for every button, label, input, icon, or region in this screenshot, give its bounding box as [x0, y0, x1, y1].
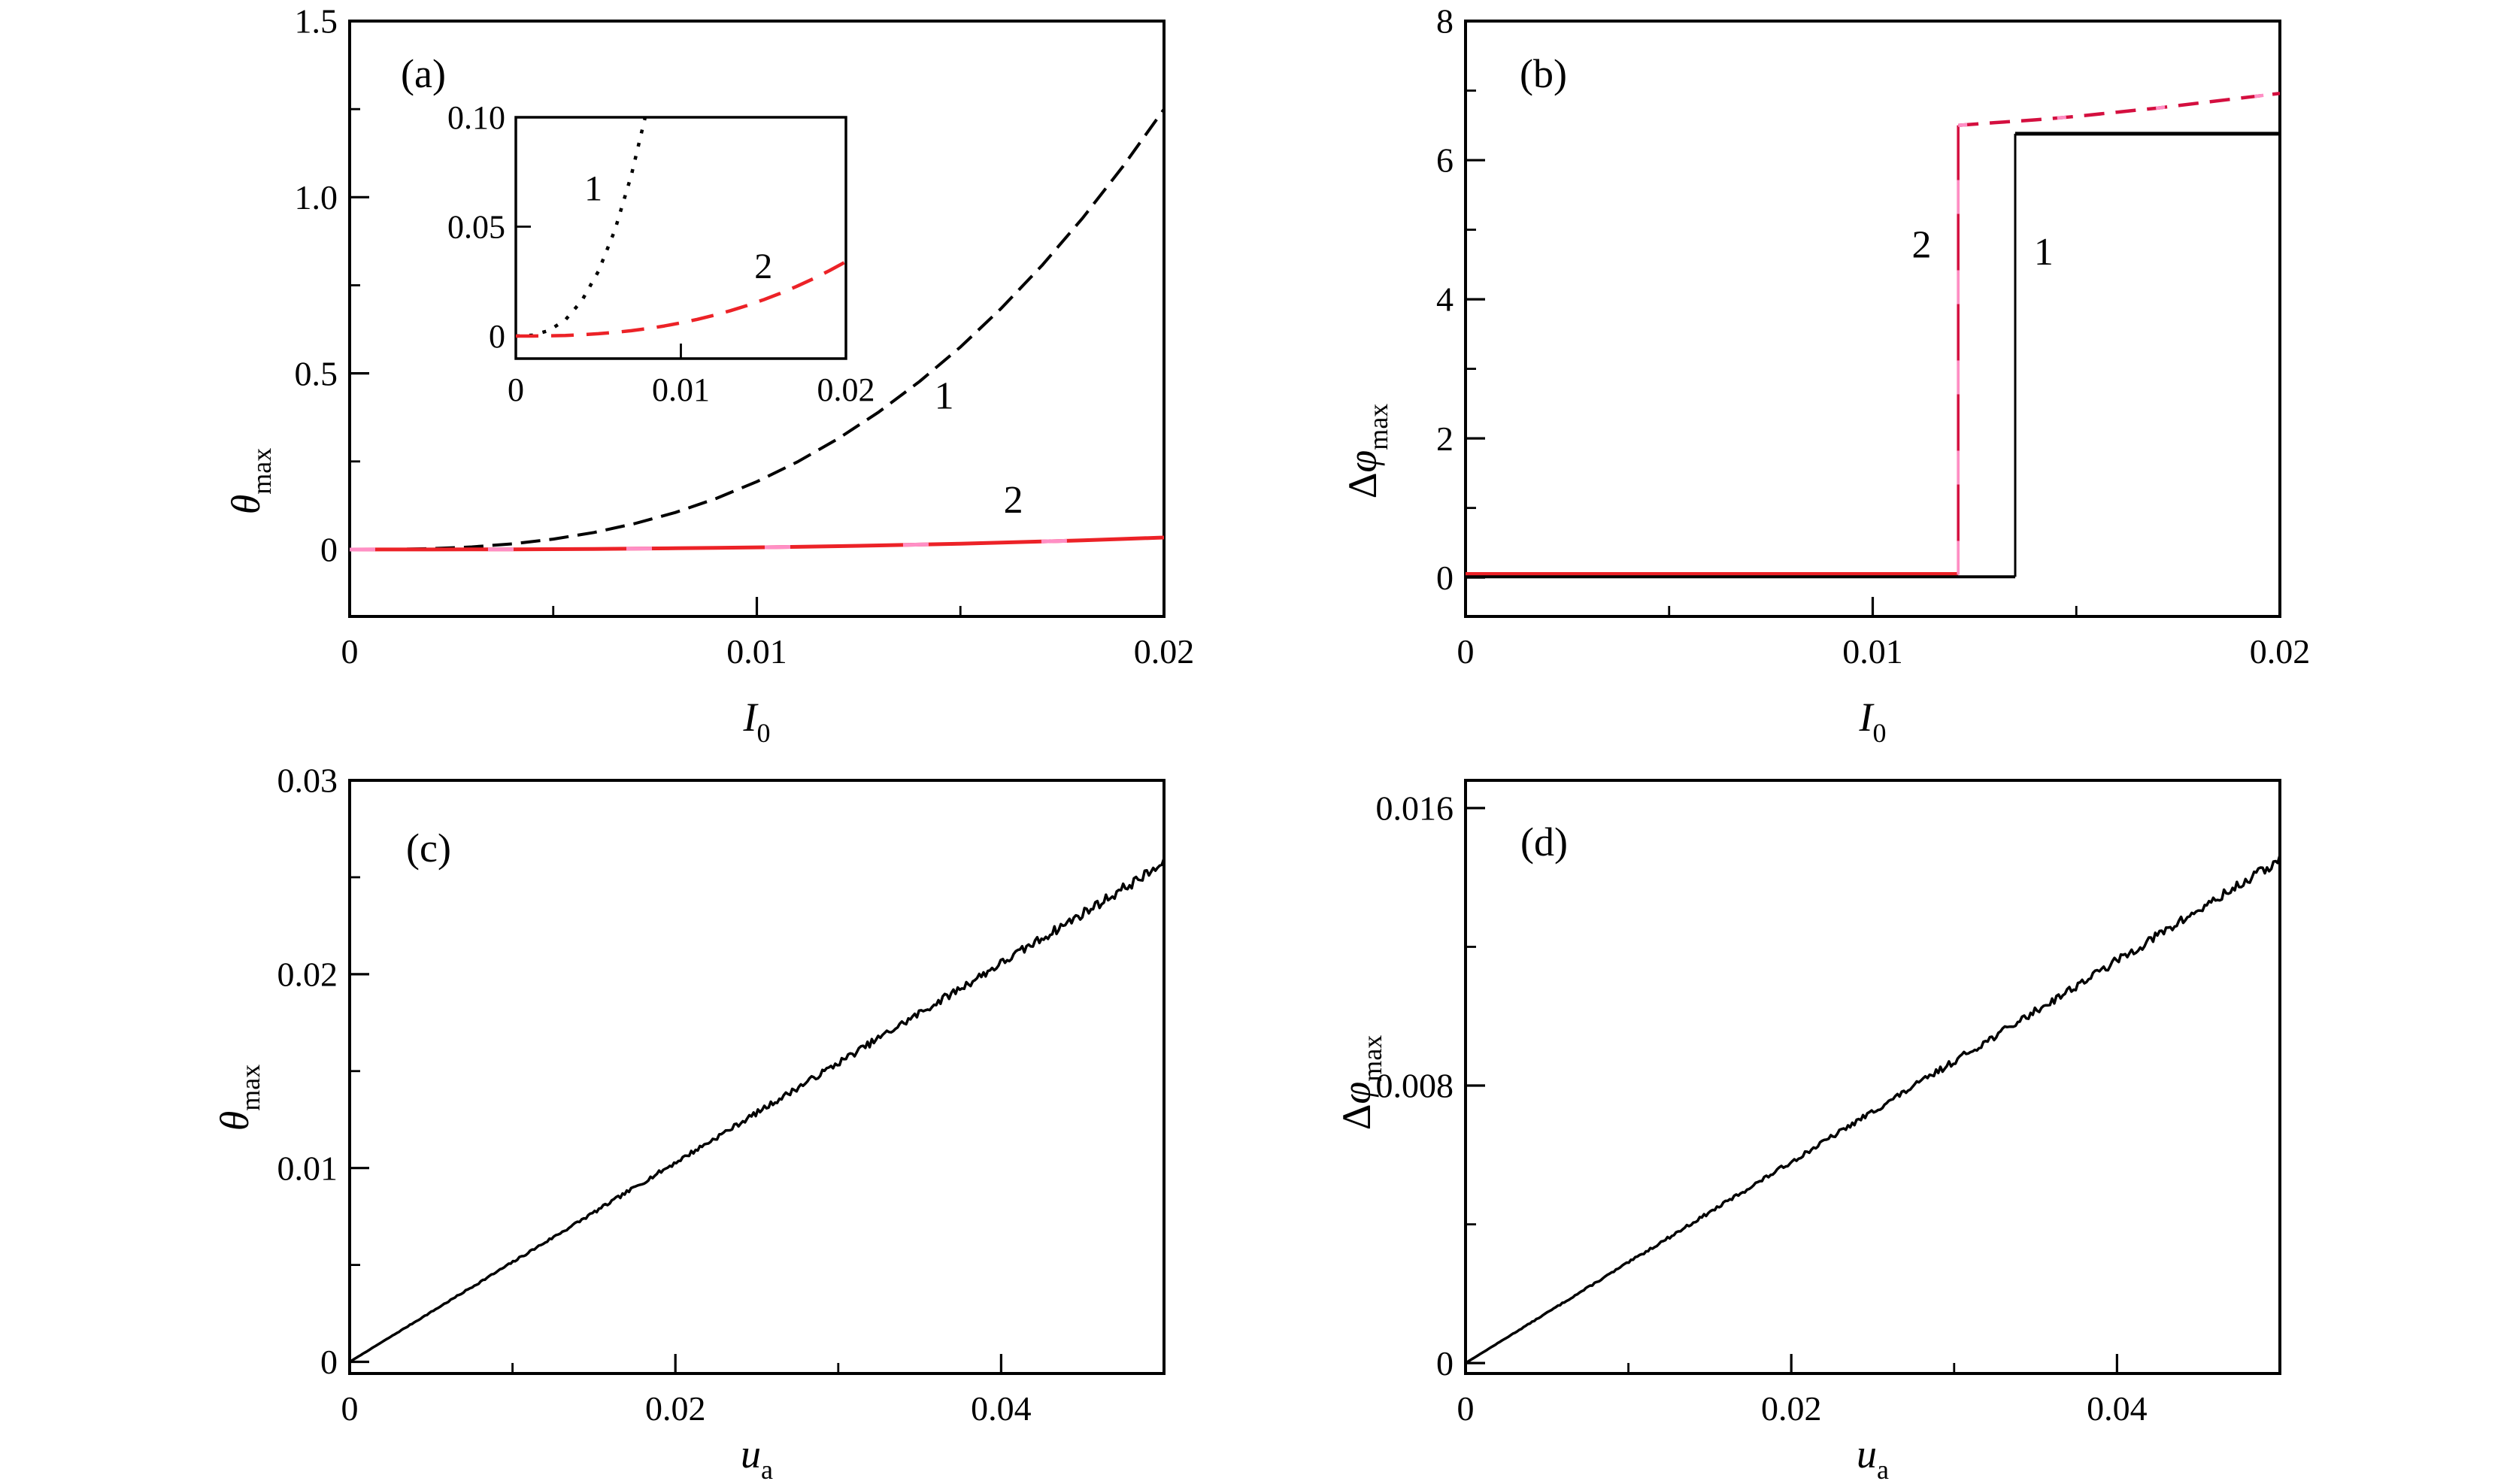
panel-c-frame [348, 779, 1166, 1375]
panel-a-x-axis-label: I0 [743, 695, 771, 748]
panel-a-y-tick-label: 0.5 [295, 354, 338, 392]
panel-a-x-tick-label: 0.01 [726, 632, 787, 671]
panel-a-inset: 0 0.01 0.02 0 0.05 0.10 1 2 [447, 99, 875, 408]
panel-c-y-tick-label: 0.01 [277, 1149, 338, 1187]
panel-b-x-tick-label: 0.02 [2250, 632, 2311, 671]
panel-d-x-tick-label: 0.02 [1761, 1389, 1822, 1428]
panel-a-tag: (a) [401, 51, 446, 96]
panel-b-y-tick-label: 4 [1436, 280, 1454, 319]
panel-d-x-tick-label: 0.04 [2087, 1389, 2148, 1428]
panel-d-x-tick-label: 0 [1457, 1389, 1475, 1428]
panel-d-frame [1464, 779, 2281, 1375]
panel-b-y-axis-label: Δφmax [1340, 404, 1393, 499]
panel-a-inset-curve-2-theta [516, 260, 846, 338]
panel-a-y-tick-label: 1.5 [295, 2, 338, 41]
panel-c-tag: (c) [406, 825, 451, 871]
panel-a-curve-1-theta [350, 108, 1164, 551]
panel-a-curve-label-2: 2 [1004, 479, 1023, 522]
panel-d-y-tick-label: 0.008 [1376, 1067, 1454, 1105]
panel-c-y-axis-label: θmax [212, 1065, 265, 1131]
panel-c-x-tick-label: 0 [341, 1389, 359, 1428]
panel-a-inset-curve-label-1: 1 [584, 169, 602, 209]
panel-d-y-tick-label: 0 [1436, 1344, 1454, 1383]
panel-a-inset-curve-label-2: 2 [754, 247, 772, 286]
panel-b-y-tick-label: 6 [1436, 141, 1454, 180]
panel-d-response-line [1466, 854, 2280, 1364]
panel-c-response-line [350, 858, 1164, 1364]
panel-c-y-tick-label: 0.02 [277, 955, 338, 993]
panel-a-y-axis-label: θmax [223, 448, 277, 515]
panel-a-curve-2-theta [350, 535, 1164, 552]
panel-b-y-tick-label: 2 [1436, 419, 1454, 458]
panel-a-inset-frame [514, 116, 847, 360]
panel-d-tag: (d) [1520, 819, 1568, 865]
panel-a-inset-y-tick-label: 0.05 [447, 208, 505, 245]
panel-a-y-tick-label: 1.0 [295, 178, 338, 217]
panel-d: 0 0.02 0.04 0 0.008 0.016 (d) ua Δφmax [1334, 779, 2281, 1484]
panel-a-inset-x-tick-label: 0 [508, 371, 524, 408]
panel-a-x-tick-label: 0 [341, 632, 359, 671]
panel-b-x-tick-label: 0.01 [1842, 632, 1903, 671]
panel-b-curve-label-2: 2 [1911, 224, 1931, 267]
panel-c-y-tick-label: 0.03 [277, 762, 338, 800]
panel-c-x-axis-label: ua [741, 1431, 773, 1480]
panel-c-x-tick-label: 0.04 [971, 1389, 1032, 1428]
panel-b-frame [1464, 20, 2281, 618]
panel-b: 0 0.01 0.02 0 2 4 6 8 2 1 (b) I0 Δφmax [1340, 2, 2310, 748]
panel-b-curve-2-upper [1958, 91, 2280, 128]
panel-a-y-tick-label: 0 [320, 531, 338, 569]
panel-a-inset-y-tick-label: 0.10 [447, 99, 505, 136]
panel-d-y-axis-label: Δφmax [1334, 1035, 1387, 1131]
panel-b-y-tick-label: 8 [1436, 2, 1454, 41]
panel-a-curve-label-1: 1 [935, 375, 954, 418]
panel-c-x-tick-label: 0.02 [645, 1389, 706, 1428]
panel-d-x-axis-label: ua [1857, 1431, 1889, 1480]
panel-b-x-tick-label: 0 [1457, 632, 1475, 671]
panel-c-y-tick-label: 0 [320, 1343, 338, 1381]
panel-a-inset-x-tick-label: 0.01 [652, 371, 710, 408]
panel-a-x-tick-label: 0.02 [1134, 632, 1195, 671]
panel-b-y-tick-label: 0 [1436, 559, 1454, 597]
panel-b-x-axis-label: I0 [1859, 695, 1887, 748]
panel-a-inset-x-tick-label: 0.02 [817, 371, 875, 408]
panel-b-tag: (b) [1520, 51, 1567, 96]
panel-d-y-tick-label: 0.016 [1376, 789, 1454, 828]
panel-c: 0 0.02 0.04 0 0.01 0.02 0.03 (c) ua θmax [212, 762, 1166, 1484]
panel-a-inset-y-tick-label: 0 [489, 318, 505, 355]
panel-a: 0 0.01 0.02 0 0.5 1.0 1.5 1 2 (a) I0 θmax [223, 2, 1194, 748]
panel-b-curve-label-1: 1 [2034, 231, 2054, 274]
